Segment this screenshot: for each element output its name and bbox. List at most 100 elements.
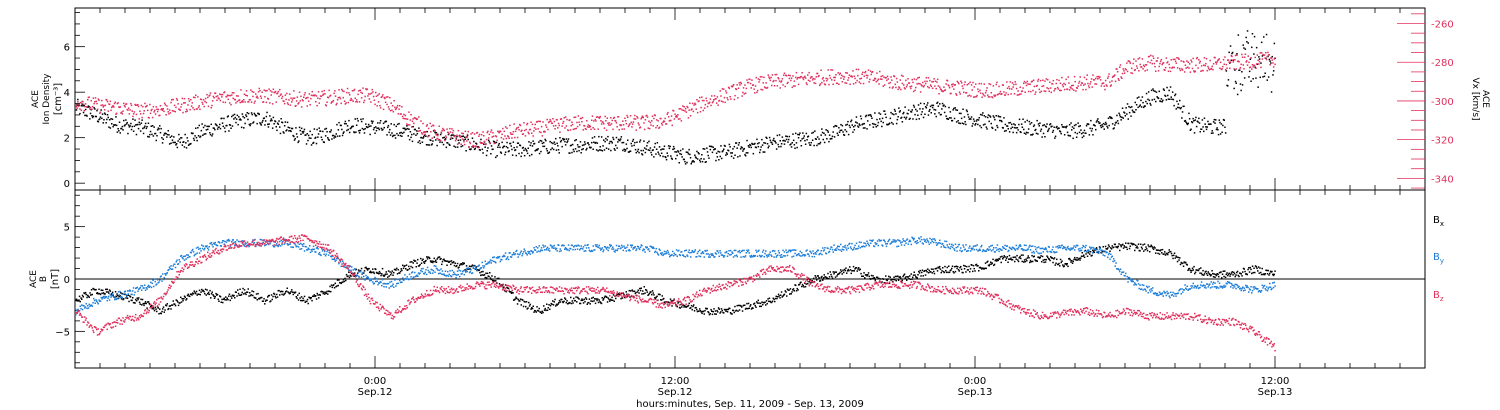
data-point — [1254, 56, 1256, 59]
data-point — [326, 290, 328, 293]
data-point — [592, 148, 594, 150]
data-point — [886, 79, 888, 82]
data-point — [1090, 78, 1093, 80]
data-point — [803, 135, 805, 137]
data-point — [667, 111, 669, 114]
data-point — [1131, 109, 1134, 111]
data-point — [91, 105, 94, 108]
data-point — [364, 128, 366, 130]
data-point — [1187, 122, 1189, 125]
data-point — [772, 139, 774, 142]
b-axis-title-line1: ACE — [29, 270, 39, 288]
data-point — [916, 277, 918, 279]
data-point — [270, 94, 272, 96]
data-point — [335, 104, 337, 106]
data-point — [870, 73, 872, 76]
data-point — [387, 124, 390, 127]
data-point — [1018, 93, 1021, 95]
data-point — [309, 297, 312, 300]
data-point — [509, 132, 512, 134]
data-point — [372, 271, 375, 273]
data-point — [988, 83, 990, 85]
data-point — [852, 70, 854, 72]
data-point — [314, 137, 316, 139]
data-point — [1010, 93, 1012, 95]
data-point — [79, 108, 81, 110]
data-point — [380, 96, 383, 99]
data-point — [644, 151, 647, 154]
data-point — [382, 122, 385, 125]
data-point — [753, 303, 755, 305]
data-point — [866, 77, 868, 79]
data-point — [109, 127, 112, 129]
data-point — [384, 273, 387, 275]
data-point — [1265, 33, 1268, 36]
data-point — [864, 127, 866, 129]
data-point — [545, 126, 548, 128]
data-point — [209, 289, 211, 292]
data-point — [838, 83, 840, 85]
data-point — [1190, 128, 1192, 130]
data-point — [397, 134, 400, 137]
data-point — [1122, 117, 1124, 119]
data-point — [282, 294, 285, 296]
data-point — [1080, 132, 1083, 135]
data-point — [333, 137, 335, 139]
data-point — [1072, 84, 1074, 87]
data-point — [312, 295, 315, 298]
data-point — [896, 81, 899, 83]
data-point — [567, 302, 570, 305]
data-point — [987, 116, 989, 119]
data-point — [544, 138, 546, 141]
data-point — [680, 153, 683, 156]
data-point — [852, 131, 854, 133]
data-point — [790, 293, 792, 295]
data-point — [975, 123, 977, 125]
data-point — [1192, 269, 1194, 271]
data-point — [1246, 30, 1249, 32]
data-point — [317, 91, 320, 93]
data-point — [418, 265, 420, 267]
data-point — [945, 115, 947, 117]
data-point — [991, 126, 993, 129]
data-point — [481, 148, 484, 151]
data-point — [719, 312, 721, 314]
data-point — [1243, 68, 1245, 70]
data-point — [541, 135, 544, 137]
data-point — [1095, 77, 1097, 80]
data-point — [545, 124, 547, 126]
data-point — [1215, 63, 1218, 65]
data-point — [1059, 130, 1061, 132]
data-point — [994, 95, 996, 97]
data-point — [160, 127, 162, 130]
data-point — [352, 125, 354, 128]
data-point — [405, 268, 407, 270]
data-point — [1126, 113, 1128, 115]
data-point — [441, 129, 443, 132]
data-point — [549, 308, 551, 310]
data-point — [736, 147, 738, 149]
data-point — [847, 77, 850, 79]
data-point — [1143, 243, 1146, 245]
data-point — [1187, 269, 1189, 271]
data-point — [481, 142, 484, 144]
data-point — [879, 113, 882, 115]
data-point — [302, 100, 304, 102]
data-point — [1099, 76, 1101, 78]
data-point — [306, 298, 309, 301]
data-point — [1074, 80, 1076, 83]
data-point — [444, 135, 447, 137]
data-point — [355, 99, 358, 101]
data-point — [521, 129, 523, 132]
density-axis-title: ACE Ion Density [cm⁻³] — [31, 73, 64, 125]
data-point — [1021, 260, 1023, 263]
data-point — [763, 301, 765, 304]
data-point — [851, 124, 853, 126]
data-point — [440, 257, 442, 260]
data-point — [1016, 94, 1019, 96]
data-point — [904, 106, 906, 108]
data-point — [1000, 261, 1002, 264]
data-point — [1032, 79, 1035, 81]
data-point — [580, 117, 582, 120]
data-point — [151, 125, 154, 127]
